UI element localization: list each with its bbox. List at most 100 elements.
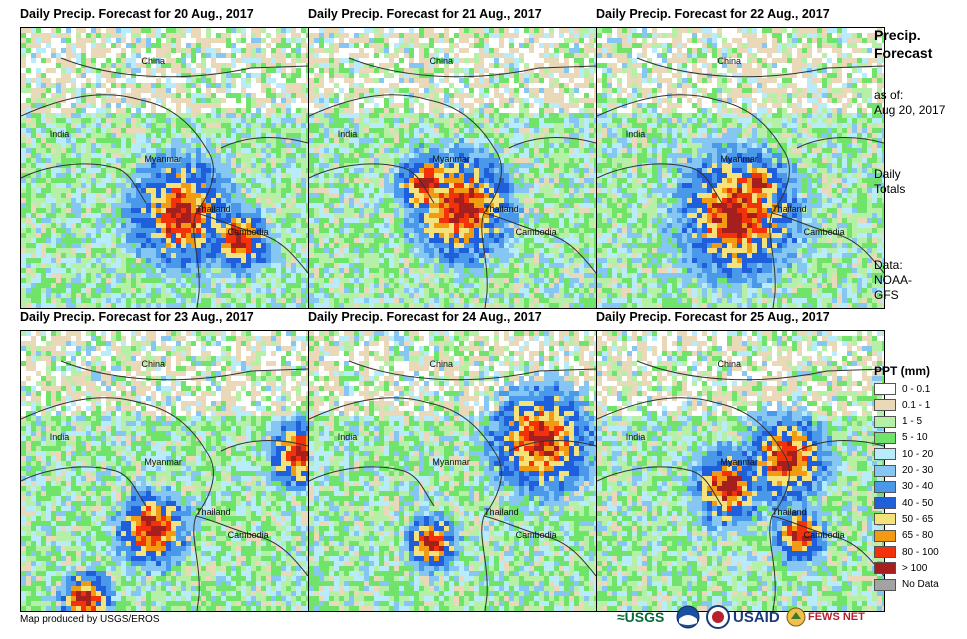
legend-swatch [874,383,896,395]
panel-title: Daily Precip. Forecast for 22 Aug., 2017 [596,7,830,21]
legend-label: 1 - 5 [902,416,923,428]
legend-item: 1 - 5 [874,415,922,429]
place-label-myanmar: Myanmar [432,457,470,467]
legend-swatch [874,513,896,526]
place-label-cambodia: Cambodia [227,529,269,540]
usaid-logo: USAID [733,608,780,626]
usaid-seal-icon [706,605,730,629]
place-label-thailand: Thailand [772,507,807,518]
fewsnet-icon [786,607,806,627]
legend-swatch [874,464,896,477]
as-of-date: as of: Aug 20, 2017 [874,88,946,117]
legend-swatch [874,529,896,542]
place-label-india: India [625,128,646,139]
noaa-icon [676,605,700,629]
legend-item: > 100 [874,561,927,575]
legend-label: 65 - 80 [902,530,934,542]
place-label-india: India [337,128,358,139]
place-label-thailand: Thailand [484,507,519,518]
precip-raster [597,331,884,611]
legend-label: 0.1 - 1 [902,399,931,411]
place-label-myanmar: Myanmar [720,154,758,164]
fewsnet-logo: FEWS NET [786,605,865,629]
legend-swatch [874,562,896,575]
precip-raster [21,28,308,308]
place-label-cambodia: Cambodia [803,529,845,540]
panel-title: Daily Precip. Forecast for 24 Aug., 2017 [308,310,542,324]
legend-title: PPT (mm) [874,364,931,378]
legend-item: 50 - 65 [874,512,933,526]
legend-swatch [874,399,896,412]
place-label-china: China [429,56,454,66]
sidebar-title: Precip. Forecast [874,27,933,61]
precip-map: China India Myanmar Thailand Cambodia [308,330,597,612]
usaid-seal [706,605,730,629]
legend-item: 10 - 20 [874,447,933,461]
legend-item: 65 - 80 [874,529,933,543]
legend-item: 40 - 50 [874,496,933,510]
legend-item: 5 - 10 [874,431,928,445]
place-label-india: India [49,431,70,442]
precip-raster [309,28,596,308]
place-label-cambodia: Cambodia [227,226,269,237]
legend-label: 50 - 65 [902,513,934,525]
legend-label: 40 - 50 [902,497,934,509]
place-label-thailand: Thailand [196,204,231,215]
place-label-thailand: Thailand [196,507,231,518]
place-label-myanmar: Myanmar [720,457,758,467]
noaa-logo [676,605,700,629]
place-label-cambodia: Cambodia [803,226,845,237]
panel-title: Daily Precip. Forecast for 20 Aug., 2017 [20,7,254,21]
legend-label: 20 - 30 [902,465,934,476]
legend-label: 5 - 10 [902,432,928,444]
place-label-india: India [337,431,358,442]
panel-title: Daily Precip. Forecast for 23 Aug., 2017 [20,310,254,324]
legend-swatch [874,546,896,558]
legend-label: No Data [902,579,939,591]
place-label-china: China [141,56,166,66]
precip-raster [21,331,308,611]
usgs-logo: ≈USGS [617,609,665,625]
place-label-myanmar: Myanmar [144,457,182,467]
place-label-cambodia: Cambodia [515,529,557,540]
legend-swatch [874,431,896,444]
precip-map: China India Myanmar Thailand Cambodia [308,27,597,309]
legend-swatch [874,448,896,461]
data-source: Data: NOAA- GFS [874,258,913,302]
place-label-thailand: Thailand [484,204,519,215]
panel-title: Daily Precip. Forecast for 21 Aug., 2017 [308,7,542,21]
legend-swatch [874,497,896,510]
daily-totals-label: Daily Totals [874,167,906,196]
precip-map: China India Myanmar Thailand Cambodia [596,330,885,612]
legend-label: 10 - 20 [902,448,934,460]
precip-raster [597,28,884,308]
place-label-cambodia: Cambodia [515,226,557,237]
legend-item: 20 - 30 [874,464,933,478]
place-label-myanmar: Myanmar [432,154,470,164]
panel-title: Daily Precip. Forecast for 25 Aug., 2017 [596,310,830,324]
precip-map: China India Myanmar Thailand Cambodia [596,27,885,309]
legend-swatch [874,480,896,493]
legend-label: 80 - 100 [902,546,939,558]
legend-label: > 100 [902,562,928,574]
legend-swatch [874,578,896,591]
place-label-china: China [717,56,742,66]
precip-map: China India Myanmar Thailand Cambodia [20,27,309,309]
place-label-china: China [141,359,166,369]
precip-map: China India Myanmar Thailand Cambodia [20,330,309,612]
place-label-india: India [625,431,646,442]
legend-label: 0 - 0.1 [902,383,931,395]
place-label-india: India [49,128,70,139]
place-label-china: China [429,359,454,369]
place-label-china: China [717,359,742,369]
legend-swatch [874,415,896,428]
precip-raster [309,331,596,611]
legend-item: No Data [874,578,939,592]
map-credit: Map produced by USGS/EROS [20,614,160,625]
legend-item: 0 - 0.1 [874,382,930,396]
place-label-myanmar: Myanmar [144,154,182,164]
legend-item: 80 - 100 [874,545,939,559]
legend-item: 0.1 - 1 [874,398,930,412]
legend-item: 30 - 40 [874,480,933,494]
legend-label: 30 - 40 [902,481,934,493]
